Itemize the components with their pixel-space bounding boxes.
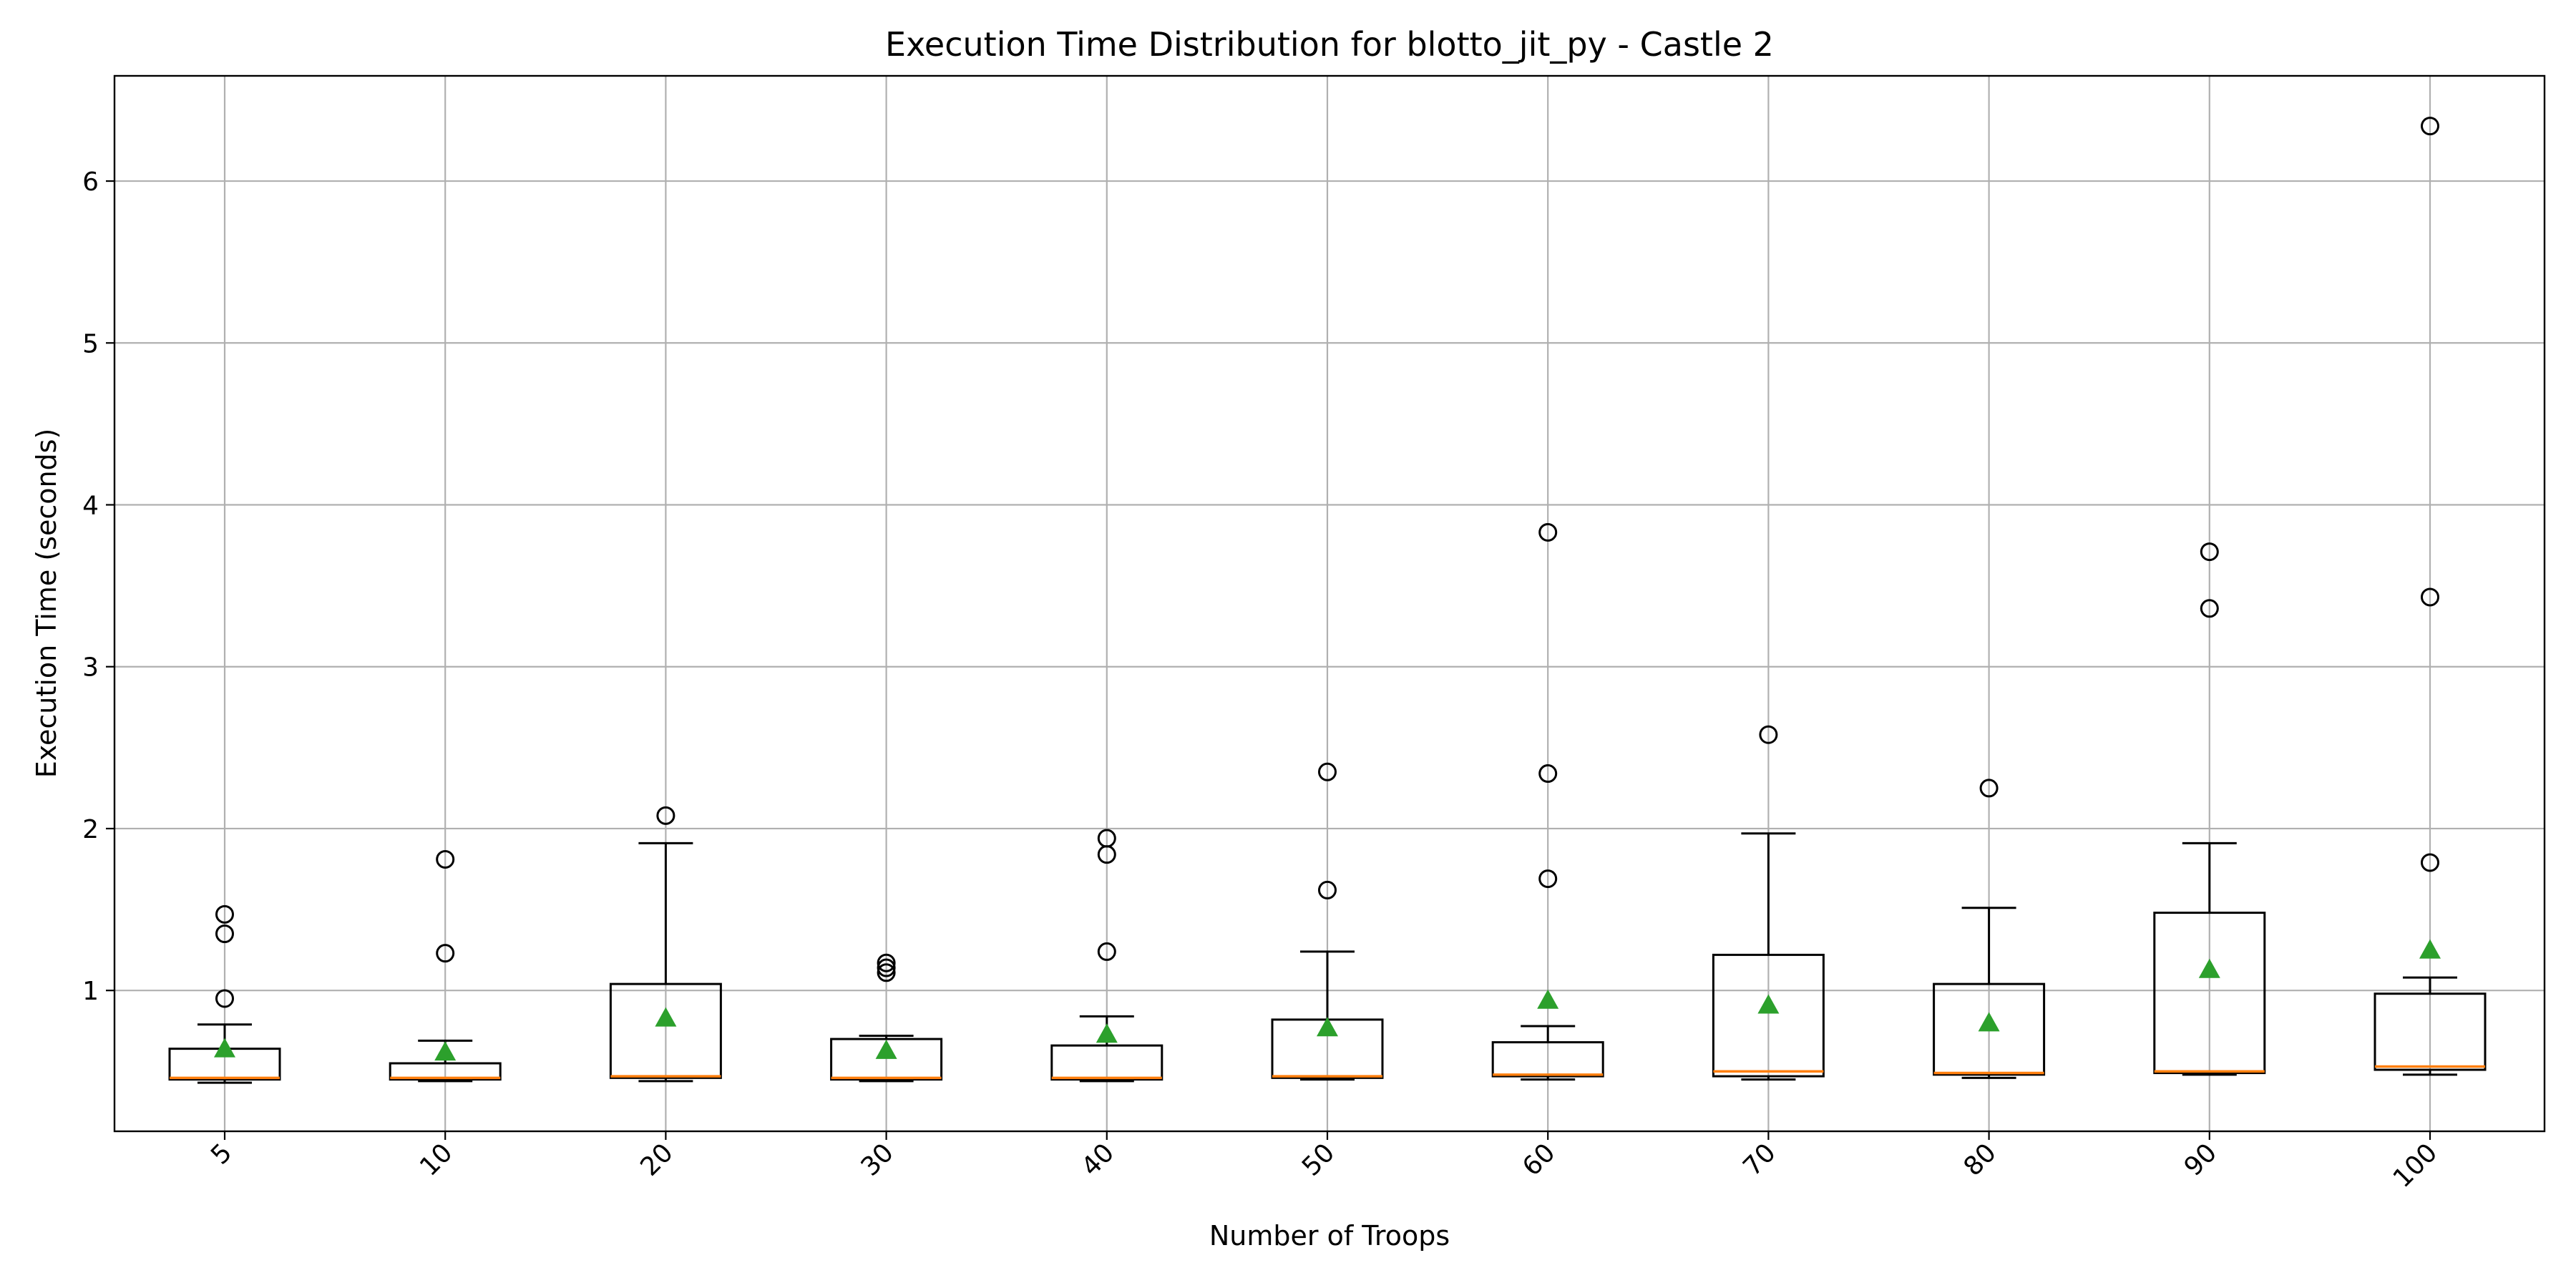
outlier-point <box>877 953 896 972</box>
x-tick-label: 5 <box>205 1138 238 1170</box>
mean-marker <box>1537 989 1559 1009</box>
outlier-point <box>1759 725 1778 744</box>
x-tick-label: 40 <box>1076 1138 1120 1181</box>
outlier-point <box>1318 762 1337 781</box>
outlier-point <box>215 904 234 924</box>
x-axis-label: Number of Troops <box>1209 1220 1450 1252</box>
box-group-40 <box>1050 829 1163 1083</box>
outlier-point <box>215 989 234 1008</box>
boxes-layer <box>168 117 2487 1084</box>
x-tick-label: 100 <box>2388 1138 2444 1194</box>
outlier-point <box>436 944 455 963</box>
mean-marker <box>875 1039 897 1059</box>
y-tick-label: 5 <box>82 329 99 358</box>
y-tick-label: 4 <box>82 492 99 521</box>
mean-marker <box>1096 1023 1118 1043</box>
y-tick-label: 6 <box>82 167 99 197</box>
x-tick-label: 30 <box>856 1138 899 1181</box>
x-tick-label: 60 <box>1517 1138 1561 1181</box>
outlier-point <box>2421 853 2439 872</box>
y-tick-label: 2 <box>82 815 99 844</box>
box-group-70 <box>1712 725 1825 1081</box>
chart-title: Execution Time Distribution for blotto_j… <box>885 25 1774 64</box>
x-tick-label: 50 <box>1297 1138 1340 1181</box>
box-group-90 <box>2153 542 2266 1076</box>
mean-marker <box>655 1007 677 1027</box>
iqr-box <box>1933 982 2046 1076</box>
mean-marker <box>214 1038 235 1058</box>
y-tick-label: 3 <box>82 653 99 683</box>
box-group-60 <box>1491 522 1604 1081</box>
iqr-box <box>830 1038 943 1081</box>
outlier-point <box>877 963 896 982</box>
x-tick-label: 80 <box>1958 1138 2002 1181</box>
y-axis-label: Execution Time (seconds) <box>31 429 62 779</box>
outlier-point <box>1538 764 1558 784</box>
x-tick-label: 10 <box>414 1138 458 1181</box>
mean-marker <box>2419 939 2441 959</box>
outlier-point <box>2421 117 2439 136</box>
box-group-100 <box>2373 117 2487 1076</box>
mean-marker <box>1317 1017 1338 1037</box>
box-group-30 <box>830 953 943 1083</box>
x-tick-label: 20 <box>635 1138 678 1181</box>
iqr-box <box>2373 992 2487 1071</box>
outlier-point <box>2421 587 2439 607</box>
box-group-50 <box>1271 762 1384 1081</box>
outlier-point <box>1538 522 1558 542</box>
y-tick-label: 1 <box>82 977 99 1006</box>
box-group-10 <box>389 849 502 1083</box>
box-group-80 <box>1933 779 2046 1079</box>
iqr-box <box>609 982 722 1079</box>
grid-layer <box>114 76 2545 1131</box>
x-tick-label: 70 <box>1737 1138 1781 1181</box>
mean-marker <box>1978 1012 2000 1032</box>
outlier-point <box>2200 599 2219 618</box>
outlier-point <box>215 924 234 944</box>
mean-marker <box>434 1041 457 1061</box>
outlier-point <box>1318 880 1337 899</box>
x-tick-label: 90 <box>2179 1138 2223 1181</box>
iqr-box <box>389 1062 502 1081</box>
outlier-point <box>1538 869 1558 889</box>
outlier-point <box>2200 542 2219 562</box>
box-group-20 <box>609 806 722 1083</box>
outlier-point <box>877 958 896 977</box>
outlier-point <box>1979 779 1999 798</box>
iqr-box <box>2153 912 2266 1075</box>
iqr-box <box>1491 1041 1604 1078</box>
iqr-box <box>1712 953 1825 1078</box>
mean-marker <box>2198 958 2220 978</box>
plot-frame <box>113 74 2546 1133</box>
box-group-5 <box>168 904 281 1084</box>
mean-marker <box>1757 994 1780 1014</box>
outlier-point <box>1097 829 1116 848</box>
outlier-point <box>656 806 675 825</box>
outlier-point <box>436 849 455 869</box>
iqr-box <box>1050 1044 1163 1081</box>
outlier-point <box>1097 942 1116 961</box>
